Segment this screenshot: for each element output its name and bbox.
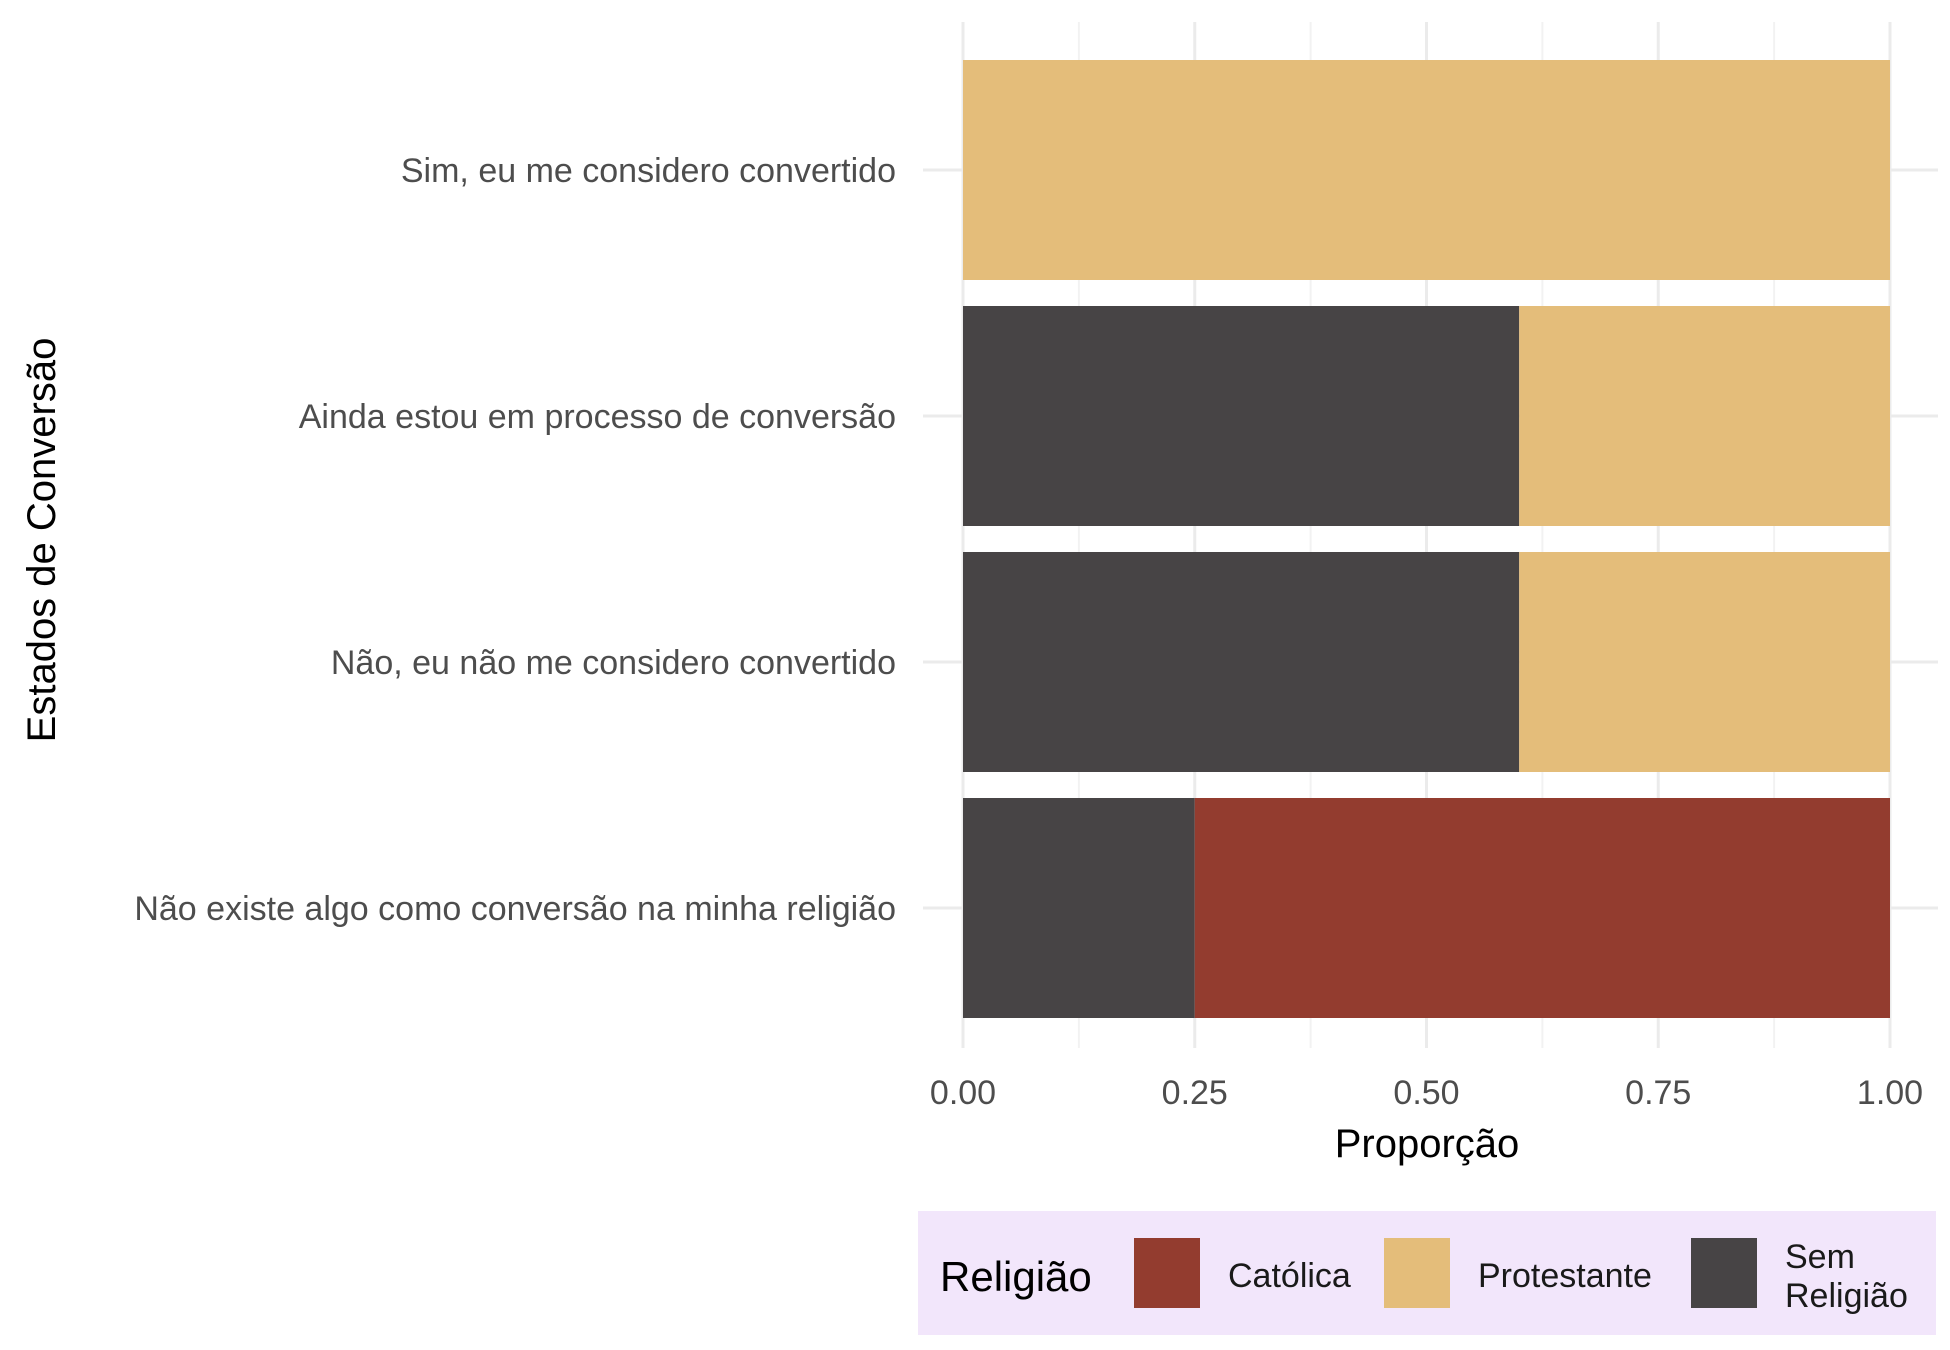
- legend-key: [1134, 1238, 1200, 1308]
- bar-segment: [963, 306, 1520, 526]
- y-tick-label: Não, eu não me considero convertido: [331, 644, 896, 682]
- x-tick-label: 1.00: [1857, 1074, 1923, 1112]
- x-tick-label: 0.50: [1393, 1074, 1459, 1112]
- y-tick-label: Não existe algo como conversão na minha …: [134, 890, 896, 928]
- x-tick-label: 0.75: [1625, 1074, 1691, 1112]
- bar-segment: [963, 60, 1890, 280]
- legend-label: Sem: [1785, 1238, 1855, 1276]
- legend-key: [1691, 1238, 1757, 1308]
- bars: [963, 60, 1890, 1018]
- x-tick-labels: 0.00 0.25 0.50 0.75 1.00: [930, 1074, 1923, 1112]
- legend-label: Religião: [1785, 1277, 1908, 1315]
- x-tick-label: 0.25: [1162, 1074, 1228, 1112]
- legend-label: Católica: [1228, 1257, 1351, 1295]
- bar-segment: [1519, 552, 1890, 772]
- legend-title: Religião: [940, 1253, 1092, 1300]
- bar-segment: [963, 552, 1520, 772]
- legend-key: [1384, 1238, 1450, 1308]
- legend-label: Protestante: [1478, 1257, 1652, 1295]
- y-tick-labels: Sim, eu me considero convertido Ainda est…: [134, 152, 896, 928]
- bar-segment: [963, 798, 1195, 1018]
- x-tick-label: 0.00: [930, 1074, 996, 1112]
- y-tick-label: Sim, eu me considero convertido: [401, 152, 896, 190]
- x-axis-title: Proporção: [1335, 1122, 1520, 1166]
- y-axis-title: Estados de Conversão: [20, 338, 64, 743]
- bar-segment: [1519, 306, 1890, 526]
- bar-segment: [1194, 798, 1890, 1018]
- y-tick-label: Ainda estou em processo de conversão: [299, 398, 896, 436]
